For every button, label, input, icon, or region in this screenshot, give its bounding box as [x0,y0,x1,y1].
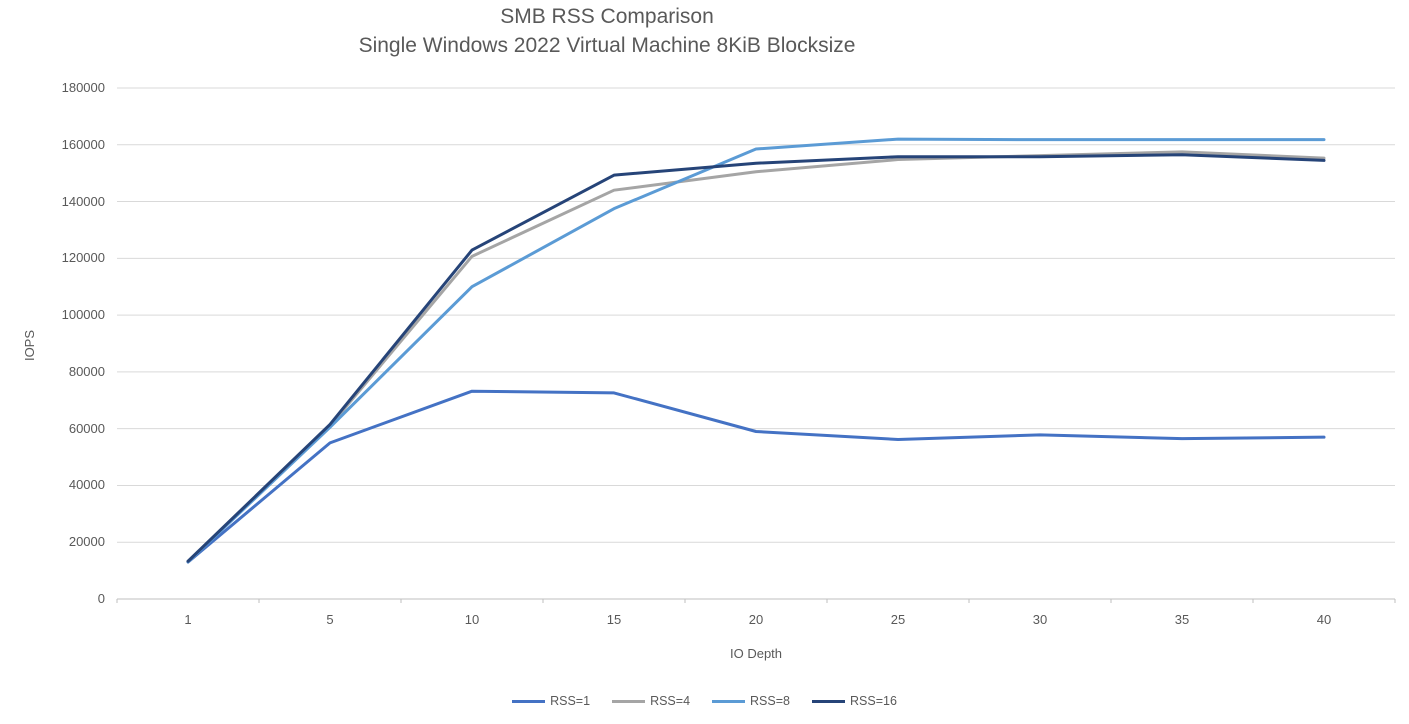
legend-swatch-RSS=8 [712,699,746,703]
chart-title: SMB RSS Comparison [500,5,714,28]
x-axis-title: IO Depth [729,646,783,661]
y-tick-label: 160000 [61,136,105,152]
y-tick-label: 140000 [61,193,105,209]
x-tick-label: 5 [326,612,334,627]
chart-subtitle: Single Windows 2022 Virtual Machine 8KiB… [358,34,856,57]
legend-label-RSS=16: RSS=16 [850,694,897,708]
x-tick-label: 1 [184,612,192,627]
legend-item-RSS=1: RSS=1 [512,694,590,708]
legend-label-RSS=8: RSS=8 [750,694,790,708]
series-line-RSS=16 [186,153,1326,563]
x-tick-label: 15 [606,612,622,627]
x-tick-label: 35 [1174,612,1190,627]
x-tick-label: 25 [890,612,906,627]
series-line-RSS=1 [186,389,1326,564]
y-tick-label: 120000 [61,250,105,266]
legend-label-RSS=1: RSS=1 [550,694,591,708]
y-tick-label: 40000 [68,477,105,493]
legend-item-RSS=8: RSS=8 [712,694,790,708]
y-tick-label: 100000 [61,307,105,323]
y-axis-title: IOPS [22,329,38,362]
legend-swatch-RSS=4 [612,699,646,703]
legend-swatch-RSS=16 [812,699,845,703]
legend-item-RSS=4: RSS=4 [612,694,690,708]
legend: RSS=1 RSS=4 RSS=8 RSS=16 [0,694,1409,708]
legend-item-RSS=16: RSS=16 [812,694,897,708]
y-tick-label: 0 [97,591,105,606]
x-tick-label: 40 [1316,612,1332,627]
series-line-RSS=4 [186,150,1326,564]
y-tick-label: 80000 [68,363,105,379]
legend-label-RSS=4: RSS=4 [650,694,691,708]
x-tick-label: 10 [464,612,480,627]
y-tick-label: 20000 [68,534,105,550]
legend-swatch-RSS=1 [512,699,546,703]
y-tick-label: 60000 [68,420,105,436]
y-tick-label: 180000 [61,80,105,95]
chart-title-block: SMB RSS Comparison Single Windows 2022 V… [359,2,856,60]
series-line-RSS=8 [186,137,1326,564]
x-tick-label: 30 [1032,612,1048,627]
x-tick-label: 20 [748,612,764,627]
